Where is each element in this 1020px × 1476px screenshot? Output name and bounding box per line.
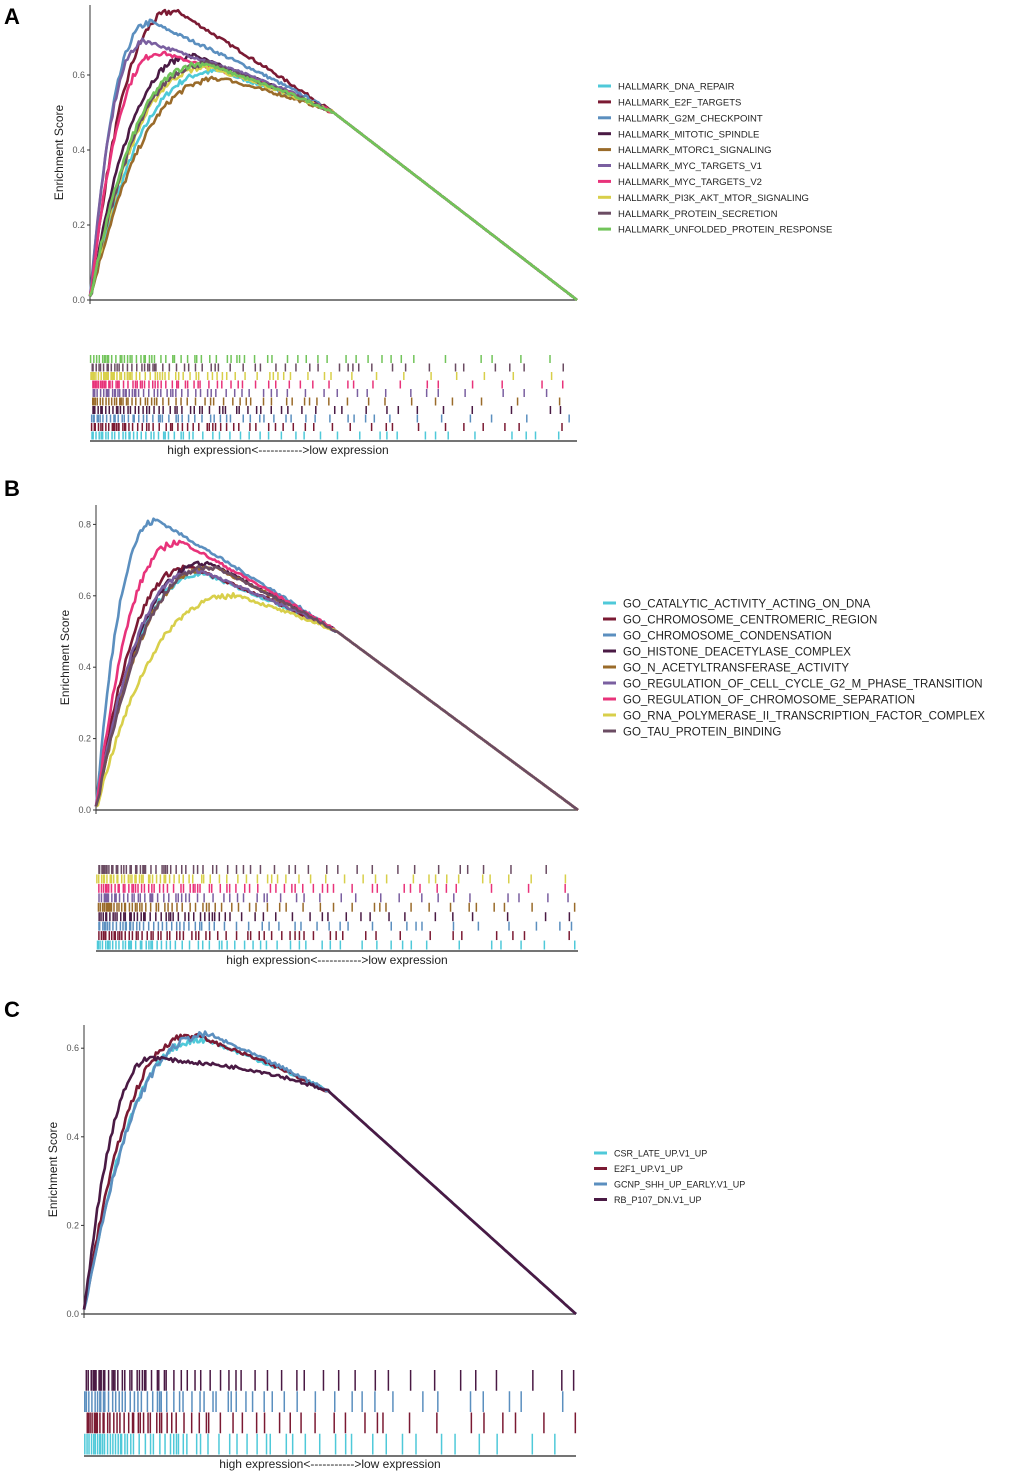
x-axis-label: high expression<----------->low expressi… [219,1457,440,1471]
y-tick-label: 0.0 [66,1309,79,1319]
es-curve-9 [94,565,579,812]
es-curve-3 [88,18,578,302]
es-curve-1 [94,570,579,812]
y-tick-label: 0.6 [72,70,85,80]
hit-row-9 [91,363,565,372]
y-tick-label: 0.4 [72,145,85,155]
es-curve-3 [94,517,579,812]
hit-row-1 [91,431,560,440]
legend-entry: HALLMARK_G2M_CHECKPOINT [618,113,763,124]
es-curve-3 [82,1030,577,1315]
hit-row-9 [98,865,547,874]
legend-entry: HALLMARK_DNA_REPAIR [618,82,735,93]
legend-entry: HALLMARK_MITOTIC_SPINDLE [618,129,759,140]
x-axis-label: high expression<----------->low expressi… [226,953,447,967]
y-axis-label: Enrichment Score [52,104,66,200]
legend-entry: GO_REGULATION_OF_CHROMOSOME_SEPARATION [623,694,915,706]
legend-entry: GO_CHROMOSOME_CONDENSATION [623,630,832,642]
hit-row-2 [98,931,570,941]
legend-entry: GO_REGULATION_OF_CELL_CYCLE_G2_M_PHASE_T… [623,678,983,690]
hit-row-4 [92,406,562,414]
es-curve-1 [82,1035,577,1315]
hit-row-3 [90,414,570,423]
y-tick-label: 0.6 [66,1043,79,1053]
hit-row-10 [89,355,551,363]
legend-entry: HALLMARK_PI3K_AKT_MTOR_SIGNALING [618,193,809,204]
hit-row-6 [92,389,548,397]
legend-entry: GO_TAU_PROTEIN_BINDING [623,726,781,738]
hit-row-8 [90,372,553,380]
legend-entry: GO_HISTONE_DEACETYLASE_COMPLEX [623,646,851,658]
panel-c: C 0.0 0.2 0.4 0.6 Enrichment Score high expres… [4,997,745,1471]
hit-row-4 [98,912,571,922]
legend-entry: GO_RNA_POLYMERASE_II_TRANSCRIPTION_FACTO… [623,710,985,722]
es-curve-4 [82,1055,577,1315]
y-tick-label: 0.8 [78,519,91,529]
legend-entry: GO_CATALYTIC_ACTIVITY_ACTING_ON_DNA [623,598,871,610]
panel-a: A 0.0 0.2 0.4 0.6 Enrichment Score high expres… [4,4,832,457]
legend-entry: HALLMARK_MYC_TARGETS_V1 [618,161,762,172]
y-tick-label: 0.2 [72,220,85,230]
hit-row-2 [90,423,563,431]
y-tick-label: 0.2 [66,1220,79,1230]
panel-b: B 0.0 0.2 0.4 0.6 0.8 Enrichment Score high exp… [4,476,985,967]
panel-label: C [4,997,20,1022]
es-curve-5 [88,75,578,302]
es-curve-8 [88,63,578,302]
y-axis-label: Enrichment Score [46,1121,60,1217]
y-tick-label: 0.2 [78,734,91,744]
legend-entry: RB_P107_DN.V1_UP [614,1195,702,1205]
legend: GO_CATALYTIC_ACTIVITY_ACTING_ON_DNA GO_CH… [603,598,985,738]
es-curve-5 [94,565,579,812]
y-tick-label: 0.4 [66,1132,79,1142]
es-curve-2 [94,564,579,812]
hit-row-3 [98,921,573,931]
legend: HALLMARK_DNA_REPAIR HALLMARK_E2F_TARGETS H… [598,82,832,236]
legend-entry: GO_N_ACETYLTRANSFERASE_ACTIVITY [623,662,849,674]
legend-entry: HALLMARK_E2F_TARGETS [618,98,741,109]
panel-label: B [4,476,20,501]
es-curve-4 [94,560,579,812]
hit-row-3 [84,1391,564,1412]
hit-row-1 [96,940,576,950]
y-tick-label: 0.0 [78,805,91,815]
legend-entry: E2F1_UP.V1_UP [614,1164,683,1174]
legend-entry: HALLMARK_MYC_TARGETS_V2 [618,177,762,188]
es-curve-10 [88,61,578,302]
legend-entry: GCNP_SHH_UP_EARLY.V1_UP [614,1179,745,1189]
y-tick-label: 0.6 [78,591,91,601]
hit-row-8 [96,874,567,884]
es-curve-6 [88,37,578,302]
legend: CSR_LATE_UP.V1_UP E2F1_UP.V1_UP GCNP_SHH_U… [594,1148,745,1205]
legend-entry: HALLMARK_UNFOLDED_PROTEIN_RESPONSE [618,225,832,236]
legend-entry: CSR_LATE_UP.V1_UP [614,1148,707,1158]
hit-row-4 [85,1370,575,1391]
x-axis-label: high expression<----------->low expressi… [167,443,388,457]
hit-row-1 [84,1433,556,1455]
legend-entry: GO_CHROMOSOME_CENTROMERIC_REGION [623,614,877,626]
legend-entry: HALLMARK_MTORC1_SIGNALING [618,145,771,156]
legend-entry: HALLMARK_PROTEIN_SECRETION [618,209,778,220]
es-curve-1 [88,68,578,302]
es-curve-8 [95,592,579,812]
hit-row-2 [86,1412,577,1434]
es-curve-2 [82,1032,577,1315]
hit-row-5 [92,397,561,406]
y-axis-label: Enrichment Score [58,609,72,705]
panel-label: A [4,4,20,29]
es-curve-6 [94,567,579,812]
hit-row-6 [98,893,569,903]
y-tick-label: 0.0 [72,295,85,305]
hit-row-5 [97,902,576,912]
hit-row-7 [98,883,566,893]
hit-row-7 [92,380,564,389]
y-tick-label: 0.4 [78,662,91,672]
